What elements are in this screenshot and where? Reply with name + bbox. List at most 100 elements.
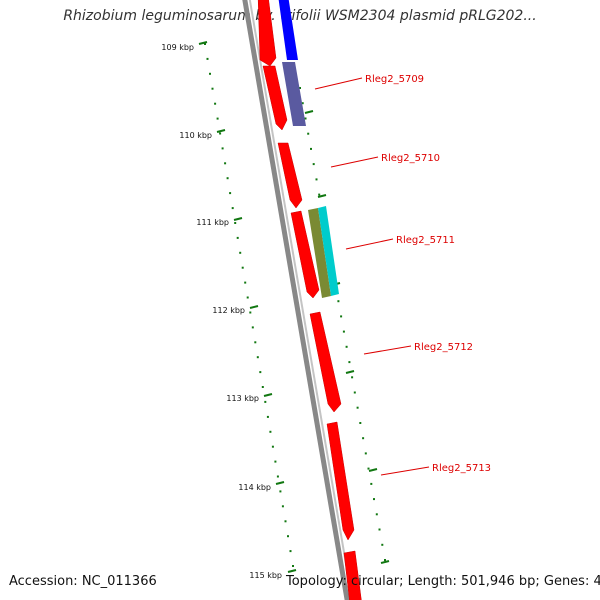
ruler-dot-left: [256, 356, 259, 359]
leader-rleg2-5711: [345, 238, 394, 250]
major-tick-right: [380, 560, 390, 564]
gene-arrow-rleg2-5709[interactable]: [262, 65, 288, 131]
ruler-dot-left: [246, 296, 249, 299]
gene-label-rleg2-5713[interactable]: Rleg2_5713: [432, 463, 491, 474]
gene-arrow-rleg2-5712[interactable]: [309, 311, 342, 413]
gene-features: [257, 0, 362, 600]
ruler-dot-left: [251, 326, 254, 329]
gene-shaded-rleg2-5709[interactable]: [282, 62, 306, 126]
major-tick-right: [345, 370, 355, 374]
ruler-dot-right: [318, 193, 321, 196]
ruler-dot-left: [289, 550, 292, 553]
major-tick-left: [249, 305, 259, 309]
genome-backbone: [242, 0, 354, 600]
ruler-dot-left: [284, 520, 287, 523]
ruler-dot-left: [274, 460, 277, 463]
ruler-dot-left: [287, 535, 289, 538]
ruler-dot-left: [292, 565, 294, 567]
ruler-dot-right: [362, 437, 365, 440]
leader-rleg2-5710: [330, 156, 379, 168]
ruler-dot-right: [375, 513, 378, 516]
ruler-dot-left: [261, 386, 264, 388]
ruler-dot-right: [312, 163, 315, 166]
ruler-dot-left: [214, 102, 217, 105]
ruler-dot-right: [378, 528, 381, 531]
gene-cyan-rleg2-5711[interactable]: [318, 206, 339, 296]
ruler-dot-left: [259, 371, 262, 374]
ruler-dot-right: [348, 361, 351, 364]
gene-label-rleg2-5709[interactable]: Rleg2_5709: [365, 74, 424, 85]
ruler-dot-left: [279, 490, 282, 493]
backbone-line-inner: [248, 0, 354, 600]
ruler-dot-left: [209, 72, 211, 75]
major-tick-left: [275, 481, 285, 485]
ruler-dot-right: [315, 178, 318, 181]
ruler-dot-left: [234, 222, 237, 224]
tick-label-113: 113 kbp: [226, 394, 259, 403]
ruler-dot-right: [307, 132, 310, 135]
gene-arrow-1[interactable]: [257, 0, 277, 67]
ruler-dot-left: [239, 251, 242, 254]
ruler-dot-left: [206, 57, 209, 60]
ruler-dot-right: [384, 559, 386, 561]
gene-arrow-rleg2-5711[interactable]: [290, 210, 320, 299]
ruler-dot-right: [373, 498, 375, 501]
gene-label-rleg2-5710[interactable]: Rleg2_5710: [381, 153, 440, 164]
ruler-dot-right: [353, 391, 356, 394]
major-tick-left: [287, 569, 297, 573]
gene-olive-rleg2-5711[interactable]: [308, 208, 331, 298]
ruler-dot-left: [281, 505, 284, 508]
gene-label-rleg2-5712[interactable]: Rleg2_5712: [414, 342, 473, 353]
tick-label-109: 109 kbp: [161, 43, 194, 52]
gene-arrow-rleg2-5713[interactable]: [326, 421, 355, 541]
ruler-dot-right: [299, 87, 301, 89]
backbone-line-outer: [242, 0, 350, 600]
major-tick-right: [317, 194, 327, 198]
label-leaders: [314, 77, 430, 476]
ruler-dot-right: [367, 467, 370, 470]
major-tick-right: [304, 110, 314, 114]
ruler-dot-right: [345, 345, 348, 348]
ruler-dot-right: [310, 147, 312, 150]
gene-arrow-rleg2-5710[interactable]: [277, 142, 303, 209]
ruler-dot-left: [244, 281, 247, 284]
major-tick-left: [216, 129, 226, 133]
tick-label-110: 110 kbp: [179, 131, 212, 140]
ruler-dot-left: [221, 147, 224, 150]
tick-labels: 109 kbp 110 kbp 111 kbp 112 kbp 113 kbp …: [161, 43, 282, 580]
tick-label-114: 114 kbp: [238, 483, 271, 492]
ruler-dot-left: [219, 132, 222, 135]
ruler-dot-left: [241, 266, 244, 269]
gene-blue-top[interactable]: [278, 0, 298, 60]
major-tick-left: [233, 217, 243, 221]
leader-rleg2-5712: [363, 345, 412, 355]
ruler-dot-left: [229, 192, 232, 195]
ruler-dot-left: [224, 162, 227, 165]
ruler-dot-right: [301, 102, 304, 105]
ruler-dot-right: [359, 422, 362, 424]
ruler-dot-left: [276, 475, 279, 478]
summary-label: Topology: circular; Length: 501,946 bp; …: [286, 574, 600, 589]
tick-label-115: 115 kbp: [249, 571, 282, 580]
ruler-dot-right: [342, 330, 345, 333]
ruler-dot-left: [264, 400, 267, 403]
ruler-dot-left: [226, 177, 229, 180]
ruler-dot-left: [254, 341, 257, 344]
tick-ruler: [204, 43, 386, 567]
ruler-dot-right: [351, 376, 354, 379]
ruler-dot-right: [356, 406, 359, 409]
ruler-dot-left: [269, 430, 272, 433]
major-tick-right: [368, 468, 378, 472]
ruler-dot-left: [231, 207, 234, 210]
gene-label-rleg2-5711[interactable]: Rleg2_5711: [396, 235, 455, 246]
tick-label-112: 112 kbp: [212, 306, 245, 315]
gene-arrow-bottom[interactable]: [343, 550, 362, 600]
tick-marks: [198, 41, 390, 573]
ruler-dot-left: [271, 445, 274, 448]
map-title: Rhizobium leguminosarum bv. trifolii WSM…: [63, 8, 537, 24]
ruler-dot-right: [340, 315, 343, 318]
leader-rleg2-5709: [314, 77, 363, 90]
leader-rleg2-5713: [380, 466, 430, 476]
ruler-dot-left: [249, 311, 252, 314]
